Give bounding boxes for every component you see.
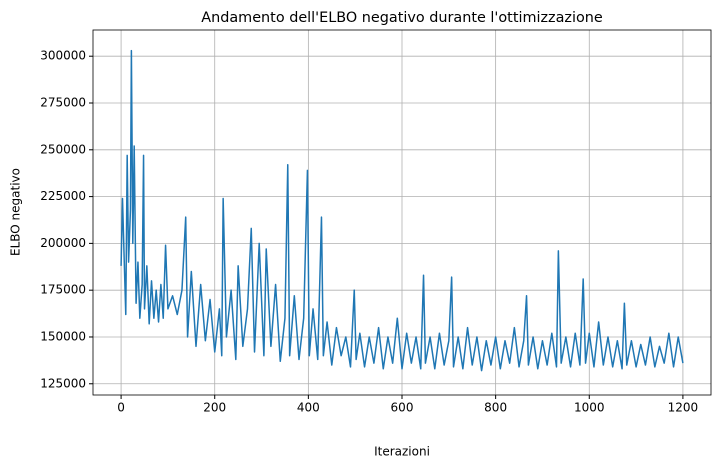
y-tick-label: 200000 <box>40 236 86 250</box>
plot-frame <box>92 29 712 396</box>
x-tick-label: 400 <box>297 401 320 415</box>
chart-title: Andamento dell'ELBO negativo durante l'o… <box>201 10 603 26</box>
y-tick-label: 275000 <box>40 96 86 110</box>
y-tick-label: 125000 <box>40 376 86 390</box>
x-tick-label: 600 <box>391 401 414 415</box>
y-tick-label: 175000 <box>40 283 86 297</box>
x-tick-label: 200 <box>203 401 226 415</box>
x-axis-label: Iterazioni <box>374 445 430 459</box>
y-tick-label: 225000 <box>40 189 86 203</box>
y-tick-label: 150000 <box>40 329 86 343</box>
data-line <box>120 49 684 372</box>
y-tick-label: 250000 <box>40 142 86 156</box>
y-axis-label: ELBO negativo <box>9 168 23 256</box>
x-tick-label: 0 <box>117 401 125 415</box>
x-tick-label: 800 <box>484 401 507 415</box>
y-tick-label: 300000 <box>40 49 86 63</box>
x-tick-label: 1200 <box>668 401 699 415</box>
x-tick-label: 1000 <box>574 401 605 415</box>
